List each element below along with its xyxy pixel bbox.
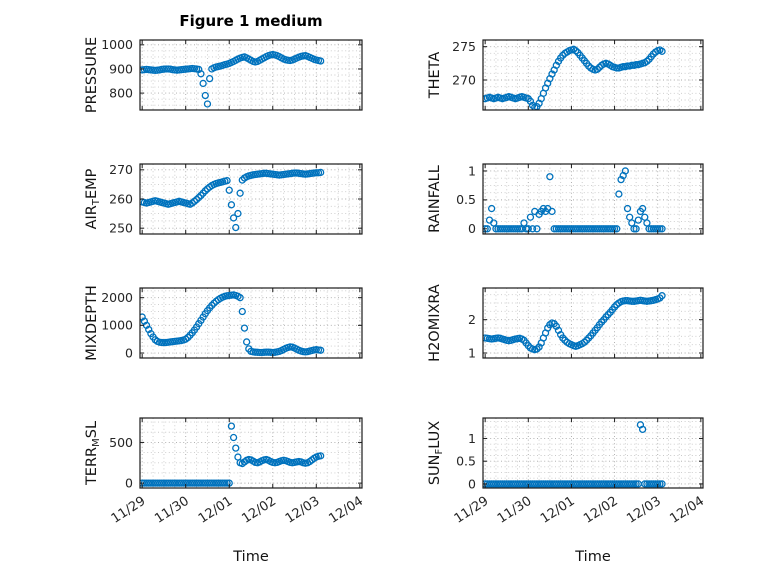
grid-lines (483, 418, 703, 488)
y-tick-label: 275 (452, 39, 476, 54)
data-markers (139, 422, 325, 487)
axes-box (139, 39, 363, 111)
y-tick-label: 270 (452, 72, 476, 87)
tick-marks (140, 164, 362, 234)
data-markers (482, 292, 666, 354)
y-axis-label: H2OMIXRA (427, 284, 443, 362)
y-tick-label: 1000 (101, 37, 133, 52)
subplot-rainfall: 0 0.5 1 RAINFALL (427, 163, 704, 236)
tick-marks (140, 40, 362, 110)
y-tick-label: 2 (468, 312, 476, 327)
x-tick-label: 11/30 (495, 494, 535, 527)
x-axis-label: Time (232, 549, 269, 565)
grid-lines (140, 418, 362, 488)
y-tick-label: 0.5 (456, 454, 476, 469)
x-tick-label: 12/04 (667, 494, 707, 527)
y-axis-label: AIRTEMP (84, 168, 102, 229)
tick-marks (483, 164, 703, 234)
subplot-h2omixra: 1 2 H2OMIXRA (427, 284, 704, 362)
x-tick-label: 11/29 (109, 494, 149, 527)
data-markers (139, 291, 325, 357)
y-tick-label: 1000 (101, 318, 133, 333)
y-axis-label: THETA (427, 52, 443, 100)
y-axis-label: MIXDEPTH (84, 285, 100, 361)
subplot-terr-msl: 0 500 TERRMSL 11/29 11/30 12/01 12/02 12/03 12/0… (84, 417, 366, 565)
data-markers (139, 168, 325, 232)
data-markers (139, 50, 325, 108)
axes-box (482, 417, 704, 489)
x-axis-label: Time (574, 549, 611, 565)
x-tick-label: 12/03 (283, 494, 323, 527)
y-tick-label: 0 (468, 476, 476, 491)
y-axis-label: SUNFLUX (427, 421, 445, 485)
x-tick-label: 12/02 (239, 494, 279, 527)
x-tick-label: 11/30 (152, 494, 192, 527)
subplot-theta: 270 275 THETA (427, 39, 704, 111)
y-tick-label: 1 (468, 345, 476, 360)
y-axis-label: PRESSURE (84, 37, 100, 113)
x-tick-label: 12/01 (196, 494, 236, 527)
axes-box (482, 39, 704, 111)
grid-lines (483, 39, 703, 110)
y-tick-label: 0 (125, 475, 133, 490)
y-tick-label: 2000 (101, 290, 133, 305)
subplot-sun-flux: 0 0.5 1 SUNFLUX 11/29 11/30 12/01 12/02 12/03 12/… (427, 417, 707, 565)
y-tick-label: 0.5 (456, 192, 476, 207)
tick-marks (483, 288, 703, 358)
x-tick-label: 11/29 (452, 494, 492, 527)
y-tick-label: 1 (468, 431, 476, 446)
plot-background (483, 288, 703, 358)
data-markers (482, 421, 666, 488)
axes-box (139, 287, 363, 359)
y-axis-label: TERRMSL (84, 421, 102, 486)
subplot-air-temp: 250 260 270 AIRTEMP (84, 162, 363, 236)
data-markers (482, 45, 666, 111)
axes-box (482, 287, 704, 359)
y-tick-label: 0 (125, 345, 133, 360)
tick-marks (140, 418, 362, 488)
figure-title: Figure 1 medium (179, 12, 323, 30)
axes-box (482, 163, 704, 235)
tick-marks (483, 40, 703, 110)
y-tick-label: 250 (109, 221, 133, 236)
axes-box (139, 417, 363, 489)
tick-marks (140, 288, 362, 358)
data-markers (482, 167, 666, 233)
y-tick-label: 900 (109, 61, 133, 76)
y-axis-label: RAINFALL (427, 165, 443, 233)
tick-marks (483, 418, 703, 488)
x-tick-label: 12/02 (581, 494, 621, 527)
x-tick-label: 12/03 (624, 494, 664, 527)
y-tick-label: 270 (109, 162, 133, 177)
y-tick-label: 260 (109, 191, 133, 206)
y-tick-label: 0 (468, 221, 476, 236)
grid-lines (140, 40, 362, 110)
plot-background (483, 418, 703, 488)
y-tick-label: 500 (109, 435, 133, 450)
grid-lines (483, 164, 703, 234)
x-tick-label: 12/01 (538, 494, 578, 527)
y-tick-label: 1 (468, 163, 476, 178)
x-tick-label: 12/04 (326, 494, 366, 527)
y-tick-label: 800 (109, 85, 133, 100)
plot-background (483, 164, 703, 234)
